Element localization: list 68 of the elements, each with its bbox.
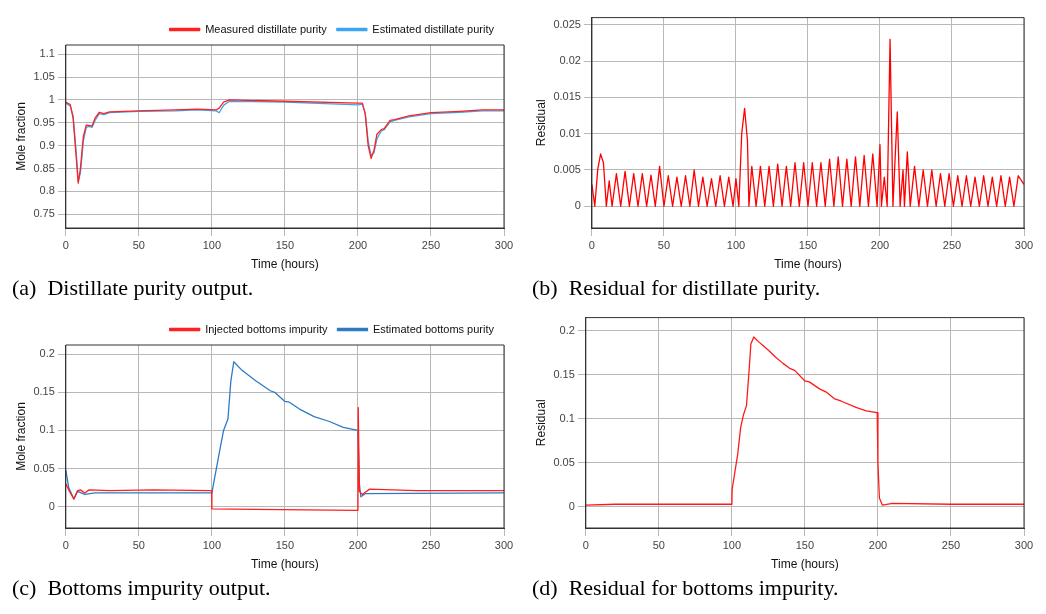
y-axis-title: Mole fraction xyxy=(13,102,28,171)
text: (a) Distillate purity output. xyxy=(12,274,254,300)
x-tick-label: 200 xyxy=(868,538,888,551)
x-tick-label: 300 xyxy=(494,238,514,251)
y-axis-title: Mole fraction xyxy=(13,402,28,471)
text: (d) Residual for bottoms impurity. xyxy=(532,574,839,600)
x-tick-label: 50 xyxy=(657,238,671,251)
y-tick-label: 0.15 xyxy=(33,385,55,398)
x-tick-label: 100 xyxy=(202,238,222,251)
x-tick-label: 300 xyxy=(494,538,514,551)
y-tick-label: 0.1 xyxy=(559,411,575,424)
x-tick-label: 0 xyxy=(62,238,69,251)
x-tick-label: 150 xyxy=(275,538,295,551)
x-tick-label: 0 xyxy=(588,238,595,251)
x-tick-label: 100 xyxy=(722,538,742,551)
y-tick-label: 0.15 xyxy=(553,367,575,380)
y-tick-label: 0.05 xyxy=(553,455,575,468)
y-axis-title: Residual xyxy=(533,99,548,147)
y-tick-label: 0.05 xyxy=(33,461,55,474)
x-tick-label: 250 xyxy=(942,238,962,251)
y-tick-label: 0.01 xyxy=(559,126,581,139)
x-tick-label: 150 xyxy=(795,538,815,551)
y-tick-label: 0.75 xyxy=(33,207,55,220)
x-tick-label: 300 xyxy=(1014,238,1034,251)
y-tick-label: 0.85 xyxy=(33,161,55,174)
y-axis-title: Residual xyxy=(533,399,548,447)
x-tick-label: 50 xyxy=(132,538,145,551)
y-tick-label: 0 xyxy=(48,499,55,512)
x-axis-title: Time (hours) xyxy=(774,256,842,271)
y-tick-label: 0.2 xyxy=(39,347,55,360)
y-tick-label: 0.2 xyxy=(559,323,575,336)
y-tick-label: 0 xyxy=(574,199,581,212)
y-tick-label: 1.05 xyxy=(33,70,55,83)
x-axis-title: Time (hours) xyxy=(251,556,319,571)
x-tick-label: 150 xyxy=(275,238,295,251)
x-tick-label: 200 xyxy=(348,538,368,551)
legend-label: Injected bottoms impurity xyxy=(205,322,328,335)
x-tick-label: 200 xyxy=(870,238,890,251)
y-tick-label: 0.1 xyxy=(39,423,55,436)
legend-label: Measured distillate purity xyxy=(205,22,328,35)
x-tick-label: 250 xyxy=(421,538,441,551)
x-tick-label: 0 xyxy=(62,538,69,551)
x-tick-label: 100 xyxy=(202,538,222,551)
x-axis-title: Time (hours) xyxy=(771,556,839,571)
x-tick-label: 0 xyxy=(582,538,589,551)
y-tick-label: 0.02 xyxy=(559,54,581,67)
y-tick-label: 0 xyxy=(568,499,575,512)
y-tick-label: 0.9 xyxy=(39,138,55,151)
y-tick-label: 0.95 xyxy=(33,115,55,128)
y-tick-label: 0.025 xyxy=(553,17,581,30)
x-tick-label: 250 xyxy=(941,538,961,551)
y-tick-label: 1 xyxy=(48,92,55,105)
x-tick-label: 300 xyxy=(1014,538,1034,551)
text: (c) Bottoms impurity output. xyxy=(12,574,271,600)
legend-label: Estimated bottoms purity xyxy=(372,322,495,335)
x-tick-label: 150 xyxy=(798,238,818,251)
x-tick-label: 200 xyxy=(348,238,368,251)
y-tick-label: 0.005 xyxy=(553,162,581,175)
x-tick-label: 250 xyxy=(421,238,441,251)
x-axis-title: Time (hours) xyxy=(251,256,319,271)
text: (b) Residual for distillate purity. xyxy=(532,274,821,300)
y-tick-label: 0.8 xyxy=(39,184,55,197)
y-tick-label: 0.015 xyxy=(553,90,581,103)
x-tick-label: 50 xyxy=(652,538,665,551)
x-tick-label: 50 xyxy=(132,238,145,251)
y-tick-label: 1.1 xyxy=(39,47,55,60)
x-tick-label: 100 xyxy=(726,238,746,251)
legend-label: Estimated distillate purity xyxy=(372,22,495,35)
